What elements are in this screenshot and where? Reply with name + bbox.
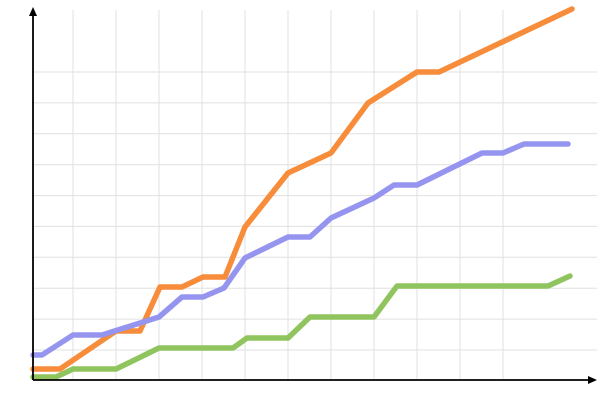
series-purple-line — [30, 141, 571, 358]
series-orange-line — [30, 6, 575, 372]
grid — [33, 10, 597, 380]
series-green-line — [30, 273, 573, 380]
x-axis-arrow-icon — [588, 376, 597, 384]
y-axis-arrow-icon — [29, 7, 37, 16]
axes — [32, 15, 589, 381]
